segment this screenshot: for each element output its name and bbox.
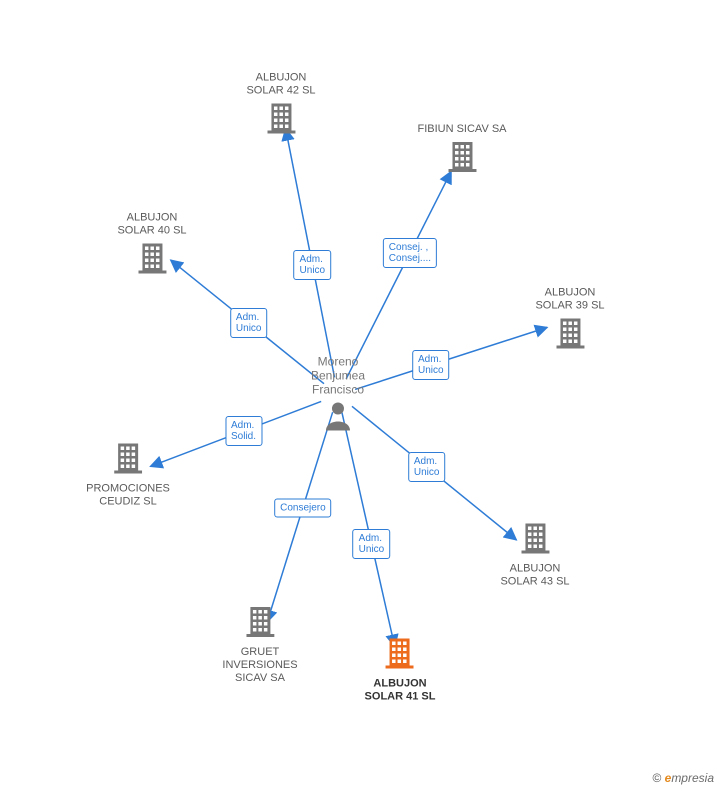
edge bbox=[267, 412, 332, 622]
diagram-stage: Adm. Unico Consej. , Consej.... Adm. Unico… bbox=[0, 0, 728, 795]
edge-label: Consejero bbox=[274, 498, 332, 517]
copyright-symbol: © bbox=[652, 771, 661, 785]
edge bbox=[355, 327, 547, 389]
edge-label: Consej. , Consej.... bbox=[383, 238, 437, 268]
edge-label: Adm. Unico bbox=[412, 350, 450, 380]
edge-label: Adm. Unico bbox=[294, 250, 332, 280]
brand-rest: mpresia bbox=[671, 771, 714, 785]
edge-label: Adm. Unico bbox=[408, 452, 446, 482]
edge bbox=[346, 171, 451, 379]
edge-label: Adm. Unico bbox=[230, 308, 268, 338]
edge-label: Adm. Solid. bbox=[225, 416, 262, 446]
edges-layer bbox=[0, 0, 728, 795]
footer: © empresia bbox=[652, 771, 714, 785]
edge-label: Adm. Unico bbox=[353, 529, 391, 559]
